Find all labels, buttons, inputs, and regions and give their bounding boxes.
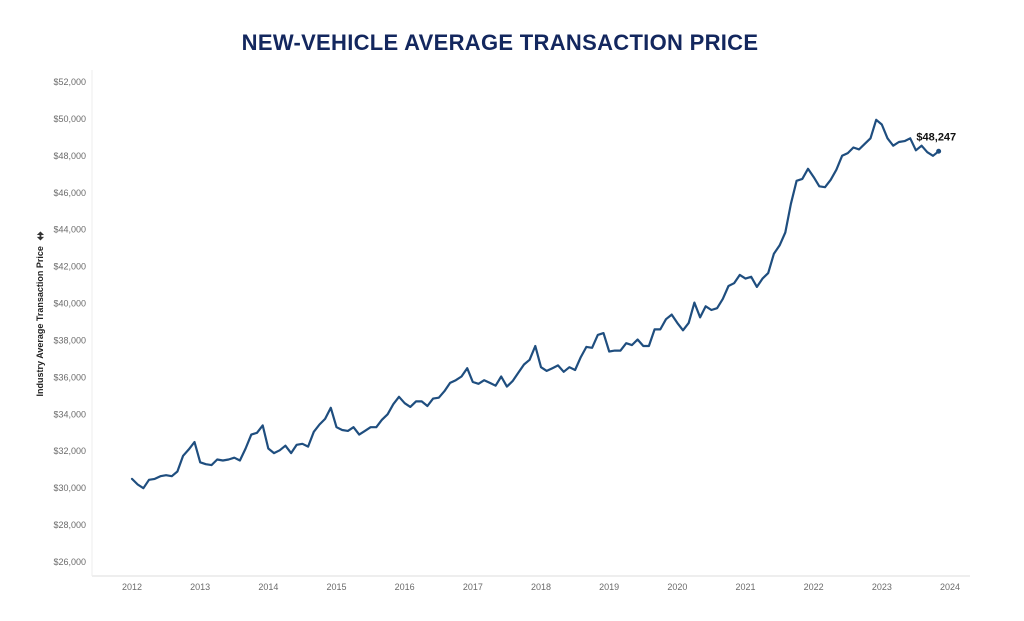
y-tick-label: $48,000 — [53, 151, 86, 161]
y-tick-label: $44,000 — [53, 225, 86, 235]
last-value-label: $48,247 — [916, 131, 956, 143]
x-tick-label: 2015 — [326, 582, 346, 592]
y-tick-label: $32,000 — [53, 446, 86, 456]
y-tick-label: $38,000 — [53, 335, 86, 345]
x-tick-labels: 2012 2013 2014 2015 2016 2017 2018 2019 2020 2021… — [122, 582, 960, 592]
y-tick-label: $40,000 — [53, 299, 86, 309]
x-tick-label: 2012 — [122, 582, 142, 592]
x-tick-label: 2013 — [190, 582, 210, 592]
y-axis-label: Industry Average Transaction Price — [35, 231, 45, 396]
x-tick-label: 2016 — [395, 582, 415, 592]
y-tick-label: $36,000 — [53, 372, 86, 382]
y-tick-label: $46,000 — [53, 188, 86, 198]
last-point-marker[interactable] — [936, 148, 942, 154]
y-tick-label: $42,000 — [53, 262, 86, 272]
x-tick-label: 2020 — [667, 582, 687, 592]
x-tick-label: 2019 — [599, 582, 619, 592]
y-tick-labels: $26,000 $28,000 $30,000 $32,000 $34,000 $36,0… — [53, 77, 86, 567]
annotations: $48,247 — [916, 131, 956, 143]
sort-icon[interactable] — [36, 231, 45, 241]
series-group — [130, 118, 942, 490]
chart-title: NEW-VEHICLE AVERAGE TRANSACTION PRICE — [241, 30, 759, 55]
y-tick-label: $26,000 — [53, 557, 86, 567]
y-tick-label: $52,000 — [53, 77, 86, 87]
y-tick-label: $34,000 — [53, 409, 86, 419]
x-tick-label: 2017 — [463, 582, 483, 592]
y-tick-label: $50,000 — [53, 114, 86, 124]
x-tick-label: 2024 — [940, 582, 960, 592]
y-tick-label: $30,000 — [53, 483, 86, 493]
y-tick-label: $28,000 — [53, 520, 86, 530]
series-line — [130, 118, 940, 490]
x-tick-label: 2021 — [735, 582, 755, 592]
x-tick-label: 2023 — [872, 582, 892, 592]
x-tick-label: 2022 — [804, 582, 824, 592]
x-tick-label: 2018 — [531, 582, 551, 592]
x-tick-label: 2014 — [258, 582, 278, 592]
